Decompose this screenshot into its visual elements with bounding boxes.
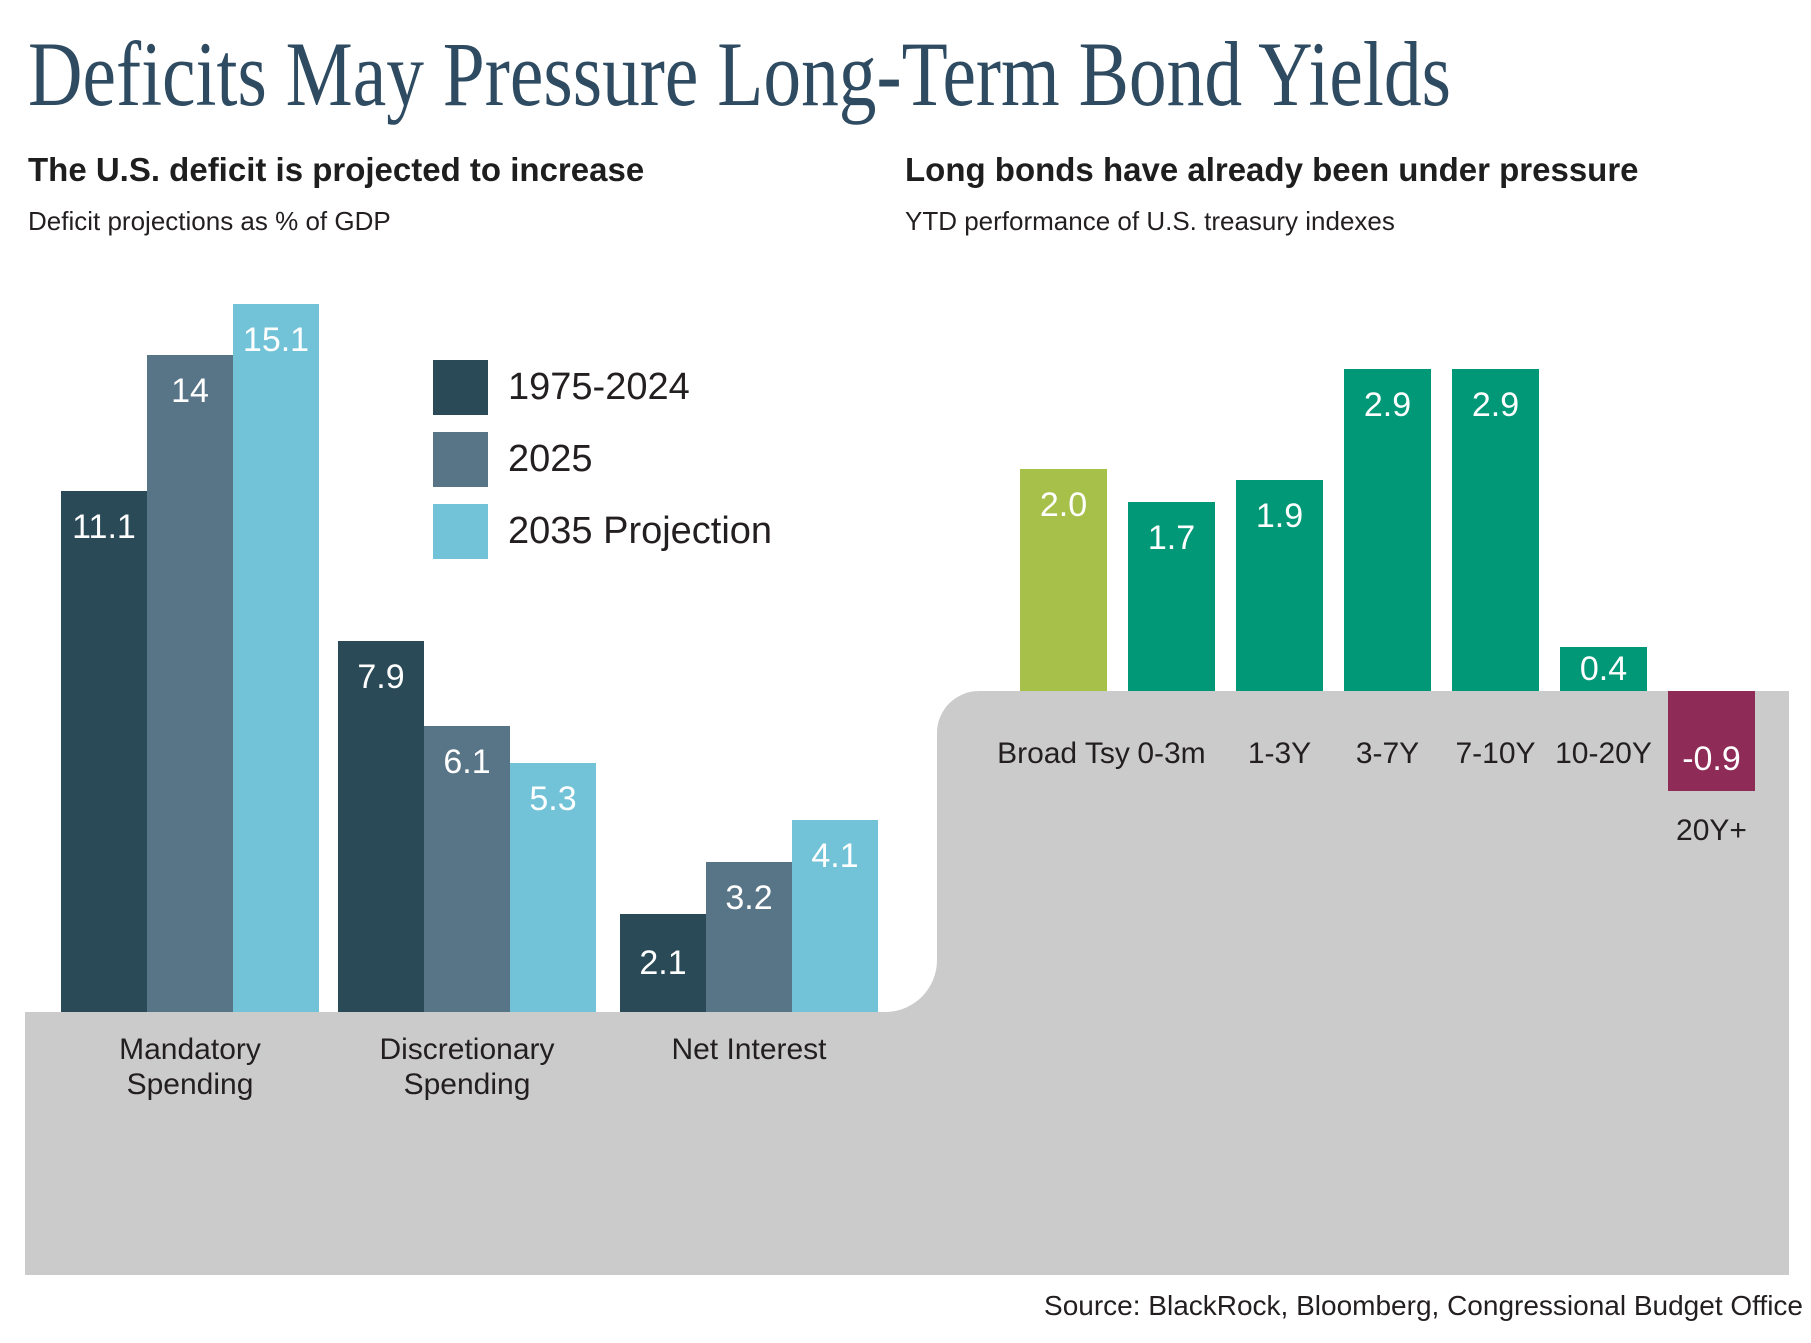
bar-value-label: 0.4	[1579, 650, 1628, 688]
legend-row-1975-2024: 1975-2024	[433, 360, 772, 415]
bar-value-label: 1.9	[1255, 497, 1304, 535]
bar-1-3y	[1236, 480, 1323, 691]
category-label-right: 0-3m	[1137, 737, 1206, 770]
legend-label-2025: 2025	[508, 438, 593, 480]
legend: 1975-2024 2025 2035 Projection	[433, 360, 772, 576]
category-label-left: Mandatory Spending	[119, 1033, 261, 1101]
category-label-left: Discretionary Spending	[379, 1033, 555, 1101]
bar-net interest-2035-projection	[792, 820, 878, 1012]
legend-row-2025: 2025	[433, 432, 772, 487]
right-chart-header: Long bonds have already been under press…	[905, 150, 1639, 237]
legend-label-1975-2024: 1975-2024	[508, 366, 690, 408]
category-label-right: 10-20Y	[1555, 737, 1652, 770]
bar-0-3m	[1128, 502, 1215, 691]
bar-discretionary-1975-2024	[338, 641, 424, 1012]
left-chart-subheading: Deficit projections as % of GDP	[28, 205, 391, 236]
bar-value-label: 2.9	[1363, 386, 1412, 424]
bar-value-label: 11.1	[72, 508, 136, 546]
category-label-right: 7-10Y	[1455, 737, 1536, 770]
legend-swatch-1975-2024	[433, 360, 488, 415]
bar-10-20y	[1560, 647, 1647, 691]
bar-value-label: 2.9	[1471, 386, 1520, 424]
bar-value-label: -0.9	[1682, 740, 1741, 778]
bar-discretionary-2025	[424, 726, 510, 1012]
bar-20y+	[1668, 691, 1755, 791]
legend-row-2035-projection: 2035 Projection	[433, 504, 772, 559]
bar-mandatory-1975-2024	[61, 491, 147, 1012]
bar-7-10y	[1452, 369, 1539, 691]
legend-swatch-2025	[433, 432, 488, 487]
right-chart-subheading: YTD performance of U.S. treasury indexes	[905, 205, 1395, 236]
bar-broad-tsy	[1020, 469, 1107, 691]
right-chart-heading: Long bonds have already been under press…	[905, 151, 1639, 188]
category-label-left: Net Interest	[671, 1033, 827, 1066]
category-label-right: Broad Tsy	[997, 737, 1130, 770]
bar-mandatory-2035-projection	[233, 304, 319, 1012]
bar-value-label: 5.3	[529, 780, 577, 818]
bar-value-label: 3.2	[725, 879, 773, 917]
bar-value-label: 1.7	[1147, 519, 1196, 557]
bar-mandatory-2025	[147, 355, 233, 1012]
legend-swatch-2035-projection	[433, 504, 488, 559]
bar-value-label: 7.9	[357, 658, 405, 696]
left-chart-header: The U.S. deficit is projected to increas…	[28, 150, 644, 237]
left-chart-heading: The U.S. deficit is projected to increas…	[28, 151, 645, 188]
gray-step-path	[25, 691, 1789, 1275]
bar-net interest-2025	[706, 862, 792, 1012]
category-label-right: 20Y+	[1676, 814, 1747, 847]
category-label-right: 1-3Y	[1247, 737, 1312, 770]
source-text: Source: BlackRock, Bloomberg, Congressio…	[1044, 1290, 1803, 1321]
bar-value-label: 15.1	[242, 321, 310, 359]
bar-3-7y	[1344, 369, 1431, 691]
bar-value-label: 14	[171, 372, 209, 410]
bar-value-label: 2.1	[639, 944, 687, 982]
bar-value-label: 2.0	[1039, 486, 1088, 524]
legend-label-2035-projection: 2035 Projection	[508, 510, 773, 552]
bar-discretionary-2035-projection	[510, 763, 596, 1012]
page-title: Deficits May Pressure Long-Term Bond Yie…	[28, 23, 1451, 125]
category-label-right: 3-7Y	[1355, 737, 1420, 770]
bar-value-label: 6.1	[443, 743, 491, 781]
bar-value-label: 4.1	[811, 837, 859, 875]
bar-net interest-1975-2024	[620, 914, 706, 1012]
